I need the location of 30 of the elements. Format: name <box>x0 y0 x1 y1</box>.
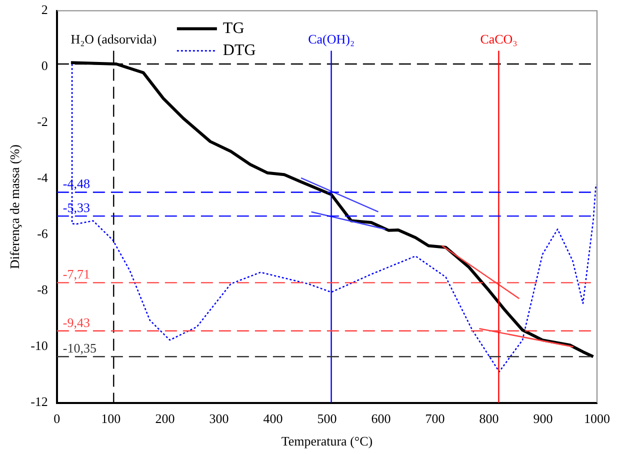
y-tick-label: -6 <box>37 226 48 242</box>
x-tick-label: 0 <box>54 411 60 426</box>
ref-line-label: Ca(OH)₂ <box>308 32 354 47</box>
y-tick-label: -8 <box>37 282 48 298</box>
y-tick-label: 0 <box>41 58 48 74</box>
legend-label: TG <box>222 20 245 38</box>
x-axis-title: Temperatura (°C) <box>281 434 373 449</box>
y-tick-label: 2 <box>41 2 48 18</box>
x-tick-label: 700 <box>425 411 445 426</box>
x-tick-label: 400 <box>263 411 283 426</box>
x-tick-label: 800 <box>479 411 499 426</box>
ref-line-label: -10,35 <box>62 340 97 356</box>
y-tick-label: -2 <box>37 114 48 130</box>
ref-line-label: -5,33 <box>62 200 90 215</box>
x-tick-label: 900 <box>533 411 553 426</box>
x-tick-label: 300 <box>209 411 229 426</box>
y-tick-label: -4 <box>37 170 48 186</box>
ref-line-label: H₂O (adsorvida) <box>70 32 157 47</box>
x-tick-label: 500 <box>317 411 337 426</box>
x-tick-label: 1000 <box>584 411 610 426</box>
y-axis-title: Diferença de massa (%) <box>7 144 22 270</box>
legend-label: DTG <box>222 42 256 60</box>
y-tick-label: -10 <box>30 338 48 354</box>
ref-line-label: CaCO₃ <box>480 32 518 47</box>
x-tick-label: 200 <box>155 411 175 426</box>
x-tick-label: 600 <box>371 411 391 426</box>
x-tick-label: 100 <box>101 411 121 426</box>
y-tick-label: -12 <box>30 394 48 410</box>
ref-line-label: -7,71 <box>62 266 90 282</box>
ref-line-label: -9,43 <box>62 314 90 330</box>
